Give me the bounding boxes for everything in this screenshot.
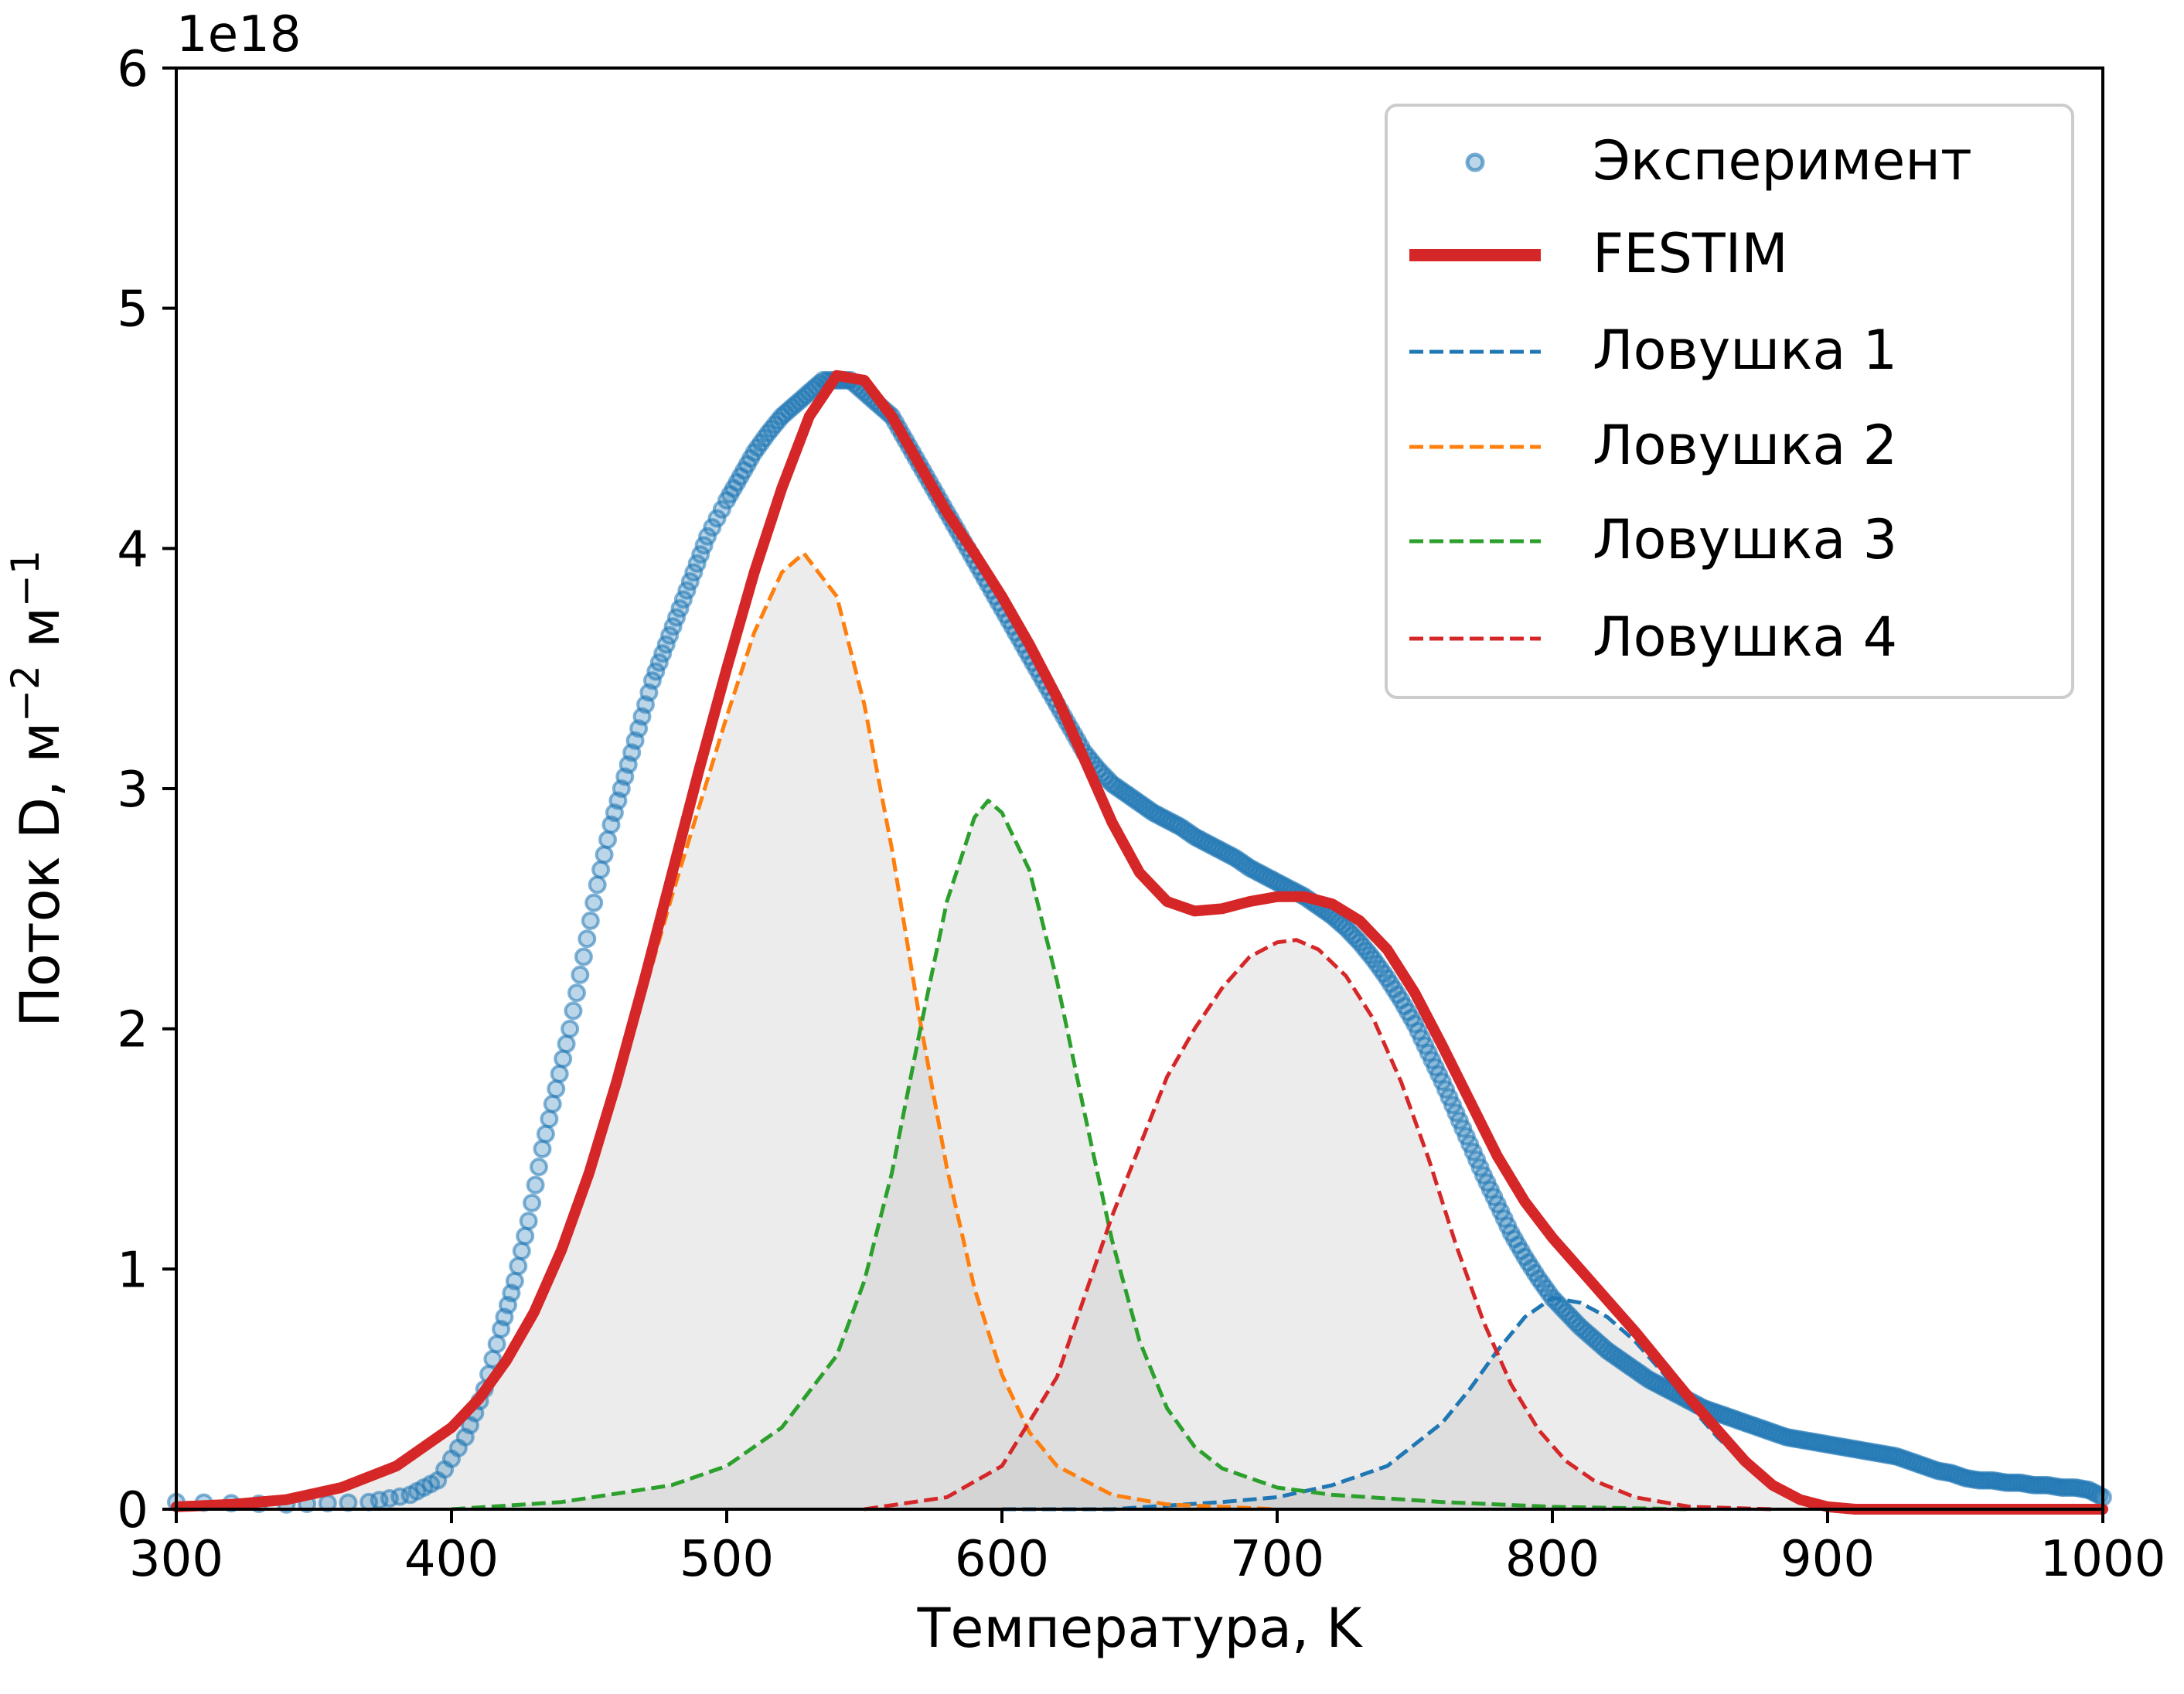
experiment-point [512,1242,531,1260]
trap-fills [176,553,1965,1509]
x-tick-label: 300 [129,1531,223,1588]
experiment-point [698,527,717,546]
x-axis-label: Температура, K [917,1597,1364,1660]
experiment-point [536,1124,555,1144]
legend-label-trap-1: Ловушка 1 [1593,319,1897,382]
legend-marker-experiment [1465,152,1485,172]
y-tick-label: 4 [117,521,148,578]
trap-3-line [451,799,1691,1512]
model-lines [171,370,2108,1515]
experiment-point [519,1212,538,1231]
y-offset-label: 1e18 [176,6,302,63]
experiment-point [581,911,600,930]
y-axis-label-main: Поток D, м [9,722,72,1028]
x-tick-label: 400 [404,1531,499,1588]
experiment-point [516,1226,535,1246]
y-tick-label: 0 [117,1482,148,1539]
experiment-point [487,1334,506,1354]
experiment-point [554,1049,573,1069]
y-axis-label-mid: м [9,607,72,665]
x-tick-label: 700 [1230,1531,1324,1588]
x-tick-label: 500 [680,1531,774,1588]
experiment-point [530,1157,548,1177]
x-tick-label: 1000 [2040,1531,2166,1588]
experiment-point [567,983,586,1003]
y-tick-label: 5 [117,281,148,339]
experiment-point [526,1175,545,1195]
experiment-point [591,860,611,879]
legend-label-festim: FESTIM [1593,222,1788,285]
x-axis-ticks: 300 400 500 600 700 800 900 1000 [129,1509,2166,1588]
experiment-point [707,509,727,528]
experiment-point [505,1271,524,1290]
experiment-point [547,1079,566,1099]
experiment-point [557,1034,576,1054]
y-tick-label: 3 [117,762,148,819]
experiment-point [560,1019,580,1038]
y-axis-ticks: 0 1 2 3 4 5 6 [117,41,176,1539]
y-tick-label: 1 [117,1242,148,1299]
y-axis-label-sup2: −1 [3,550,48,607]
experiment-point [595,845,614,864]
experiment-point [571,965,590,984]
experiment-point [574,947,593,966]
legend-label-trap-3: Ловушка 3 [1593,508,1897,571]
experiment-point [703,518,722,537]
experiment-point [550,1064,569,1083]
y-tick-label: 6 [117,41,148,98]
legend-label-trap-4: Ловушка 4 [1593,605,1897,669]
experiment-point [588,875,607,895]
experiment-point [712,499,731,519]
legend-label-trap-2: Ловушка 2 [1593,414,1897,477]
festim-line [171,370,2108,1515]
experiment-point [578,929,597,949]
trap-2-fill [176,553,1277,1509]
experiment-point [540,1109,559,1129]
experiment-point [523,1193,542,1212]
experiment-point [543,1094,562,1113]
y-tick-label: 2 [117,1002,148,1059]
experiment-point [564,1001,583,1021]
y-axis-label-sup1: −2 [3,665,48,722]
experiment-point [533,1140,552,1158]
experiment-point [509,1256,528,1276]
y-axis-label: Поток D, м−2 м−1 [3,550,72,1027]
x-tick-label: 600 [955,1531,1049,1588]
x-tick-label: 800 [1505,1531,1600,1588]
experiment-point [598,830,617,849]
trap-4-line [864,938,1773,1512]
legend-label-experiment: Эксперимент [1593,129,1972,193]
x-tick-label: 900 [1780,1531,1875,1588]
trap-4-fill [864,939,1773,1509]
experiment-point [584,893,604,912]
legend: Эксперимент FESTIM Ловушка 1 Ловушка 2 Л… [1385,104,2074,699]
legend-box [1385,104,2074,699]
trap-3-fill [451,800,1690,1509]
trap-1-fill [1002,1297,1965,1509]
